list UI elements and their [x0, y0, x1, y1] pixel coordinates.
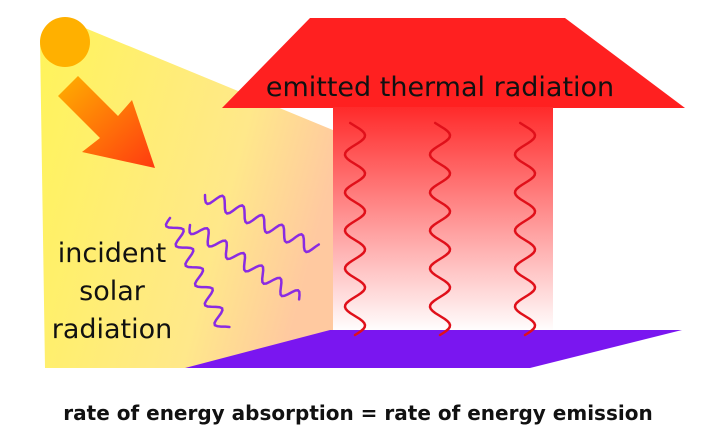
sun — [40, 17, 90, 67]
incident-label: solar — [79, 276, 146, 307]
page: {"labels": {"emitted": "emitted thermal … — [0, 0, 717, 442]
caption: rate of energy absorption = rate of ener… — [63, 401, 652, 425]
diagram: emitted thermal radiation incident solar… — [0, 0, 717, 442]
incident-label: incident — [58, 238, 166, 269]
emitted-label: emitted thermal radiation — [266, 72, 614, 103]
incident-label: radiation — [52, 314, 173, 345]
